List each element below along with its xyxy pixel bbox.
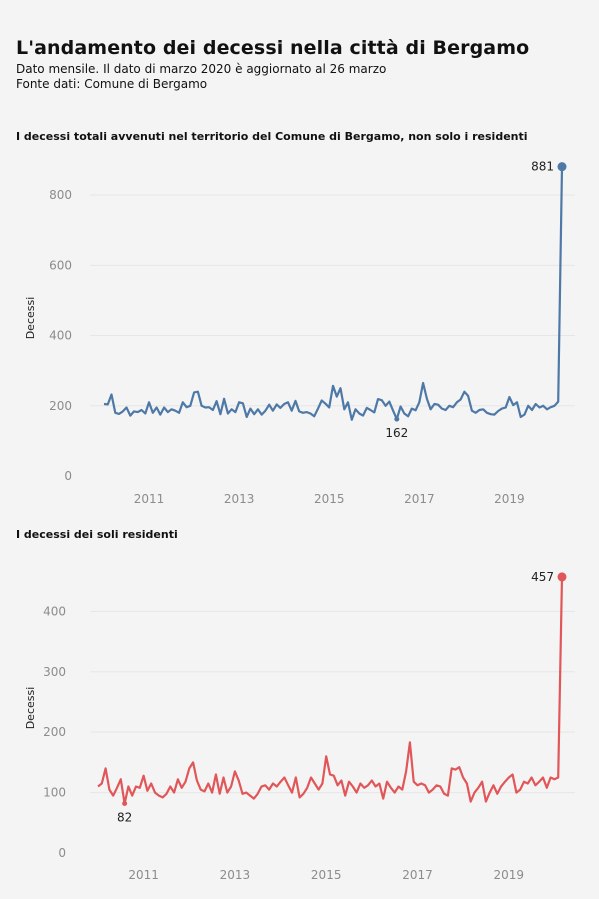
- y-tick-label: 200: [49, 399, 72, 413]
- data-label: 457: [531, 570, 554, 584]
- x-tick-label: 2011: [128, 868, 159, 882]
- chart-panel-2: I decessi dei soli residenti 0 100 200 300 40…: [16, 528, 575, 882]
- y-axis-label: Decessi: [24, 687, 37, 730]
- y-tick-label: 600: [49, 258, 72, 272]
- y-axis-label: Decessi: [24, 297, 37, 340]
- y-tick-label: 0: [64, 469, 72, 483]
- chart-title: I decessi totali avvenuti nel territorio…: [16, 130, 528, 143]
- x-tick-label: 2011: [134, 492, 165, 506]
- annotation-marker: [557, 572, 567, 582]
- chart-title: I decessi dei soli residenti: [16, 528, 178, 541]
- page-subtitle: Dato mensile. Il dato di marzo 2020 è ag…: [16, 62, 387, 76]
- annotation-marker: [557, 162, 567, 172]
- series-line: [103, 166, 564, 421]
- x-tick-label: 2015: [311, 868, 342, 882]
- page-title: L'andamento dei decessi nella città di B…: [16, 37, 530, 59]
- y-tick-label: 400: [43, 604, 66, 618]
- y-tick-label: 400: [49, 329, 72, 343]
- x-tick-label: 2013: [220, 868, 251, 882]
- annotation-marker: [122, 800, 128, 806]
- y-tick-label: 800: [49, 188, 72, 202]
- x-tick-label: 2015: [314, 492, 345, 506]
- y-tick-label: 0: [58, 846, 66, 860]
- annotation-marker: [394, 416, 400, 422]
- series-line: [97, 576, 564, 805]
- data-label: 82: [117, 810, 132, 824]
- data-label: 881: [531, 160, 554, 174]
- x-tick-label: 2019: [494, 492, 525, 506]
- y-tick-label: 100: [43, 786, 66, 800]
- y-tick-label: 300: [43, 665, 66, 679]
- data-source: Fonte dati: Comune di Bergamo: [16, 77, 208, 91]
- x-tick-label: 2019: [493, 868, 524, 882]
- y-tick-label: 200: [43, 725, 66, 739]
- x-tick-label: 2013: [224, 492, 255, 506]
- x-tick-label: 2017: [402, 868, 433, 882]
- x-tick-label: 2017: [404, 492, 435, 506]
- chart-panel-1: I decessi totali avvenuti nel territorio…: [16, 130, 575, 506]
- data-label: 162: [385, 426, 408, 440]
